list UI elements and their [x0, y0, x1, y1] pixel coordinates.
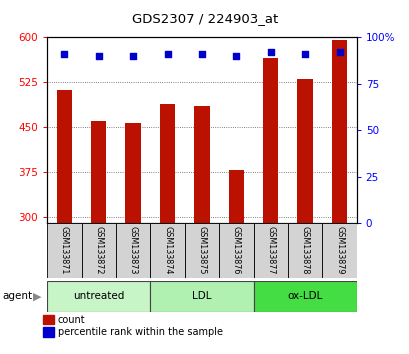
Text: GSM133875: GSM133875: [197, 226, 206, 275]
Bar: [91, 121, 106, 223]
Bar: [56, 90, 72, 223]
Point: [61, 51, 67, 57]
Text: count: count: [58, 315, 85, 325]
Text: percentile rank within the sample: percentile rank within the sample: [58, 327, 222, 337]
Text: GSM133874: GSM133874: [163, 226, 172, 275]
Bar: [297, 79, 312, 223]
Text: agent: agent: [2, 291, 32, 302]
Point: [267, 49, 273, 55]
Bar: [125, 123, 141, 223]
Bar: [287, 223, 321, 278]
Bar: [331, 40, 346, 223]
Bar: [150, 281, 253, 312]
Text: ▶: ▶: [33, 291, 41, 302]
Text: GSM133872: GSM133872: [94, 226, 103, 275]
Bar: [218, 223, 253, 278]
Bar: [160, 104, 175, 223]
Bar: [321, 223, 356, 278]
Bar: [194, 105, 209, 223]
Bar: [150, 223, 184, 278]
Bar: [81, 223, 116, 278]
Bar: [228, 170, 243, 223]
Text: GSM133877: GSM133877: [265, 226, 274, 275]
Text: ox-LDL: ox-LDL: [287, 291, 322, 302]
Text: LDL: LDL: [192, 291, 211, 302]
Text: GDS2307 / 224903_at: GDS2307 / 224903_at: [132, 12, 277, 25]
Text: GSM133879: GSM133879: [334, 226, 343, 275]
Bar: [116, 223, 150, 278]
Text: GSM133873: GSM133873: [128, 226, 137, 275]
Bar: [47, 223, 81, 278]
Point: [232, 53, 239, 58]
Point: [130, 53, 136, 58]
Bar: [43, 315, 54, 324]
Point: [335, 49, 342, 55]
Bar: [262, 58, 278, 223]
Bar: [253, 281, 356, 312]
Point: [95, 53, 102, 58]
Text: untreated: untreated: [73, 291, 124, 302]
Point: [301, 51, 308, 57]
Bar: [43, 327, 54, 337]
Text: GSM133876: GSM133876: [231, 226, 240, 275]
Text: GSM133871: GSM133871: [60, 226, 69, 275]
Bar: [184, 223, 218, 278]
Bar: [47, 281, 150, 312]
Bar: [253, 223, 287, 278]
Point: [198, 51, 204, 57]
Text: GSM133878: GSM133878: [300, 226, 309, 275]
Point: [164, 51, 171, 57]
